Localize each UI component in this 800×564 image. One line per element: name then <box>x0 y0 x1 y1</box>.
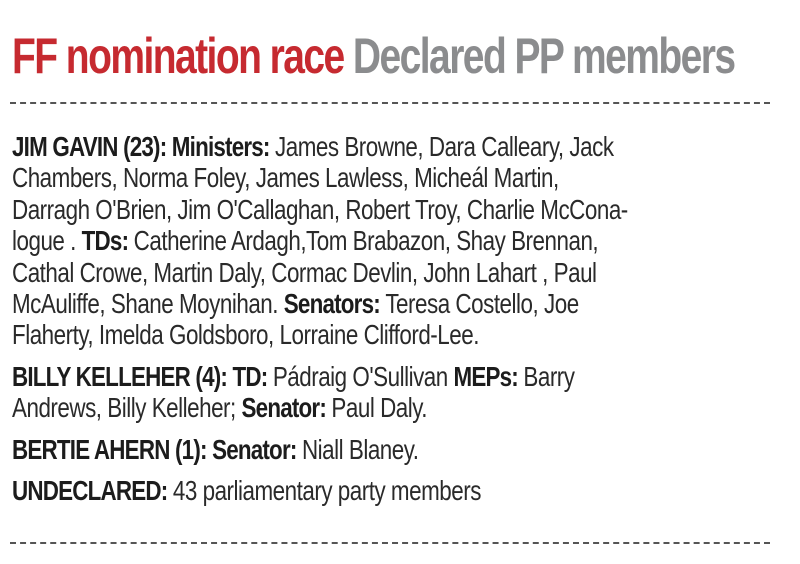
bold-label: Senator: <box>241 392 332 424</box>
text-line: BILLY KELLEHER (4): TD: Pádraig O'Sulliv… <box>12 361 732 392</box>
bold-label: BILLY KELLEHER (4): TD: <box>12 360 273 392</box>
names-text: Barry <box>523 360 575 392</box>
text-line: BERTIE AHERN (1): Senator: Niall Blaney. <box>12 434 732 465</box>
names-text: McAuliffe, Shane Moynihan. <box>12 287 284 319</box>
names-text: Paul Daly. <box>331 392 428 424</box>
candidate-section: JIM GAVIN (23): Ministers: James Browne,… <box>12 131 732 351</box>
divider-bottom <box>10 542 770 544</box>
headline-gray: Declared PP members <box>352 28 736 84</box>
text-line: Chambers, Norma Foley, James Lawless, Mi… <box>12 162 732 193</box>
text-line: Flaherty, Imelda Goldsboro, Lorraine Cli… <box>12 319 732 350</box>
names-text: Darragh O'Brien, Jim O'Callaghan, Robert… <box>12 193 628 225</box>
text-line: Darragh O'Brien, Jim O'Callaghan, Robert… <box>12 194 732 225</box>
names-text: Niall Blaney. <box>301 433 419 465</box>
names-text: Andrews, Billy Kelleher; <box>12 392 242 424</box>
headline: FF nomination race Declared PP members <box>12 28 736 84</box>
names-text: Flaherty, Imelda Goldsboro, Lorraine Cli… <box>12 319 479 351</box>
candidate-section: BERTIE AHERN (1): Senator: Niall Blaney. <box>12 434 732 465</box>
names-text: Pádraig O'Sullivan <box>272 360 454 392</box>
text-line: Andrews, Billy Kelleher; Senator: Paul D… <box>12 392 732 423</box>
bold-label: UNDECLARED: <box>12 474 173 506</box>
bold-label: MEPs: <box>453 360 524 392</box>
candidate-section: BILLY KELLEHER (4): TD: Pádraig O'Sulliv… <box>12 361 732 424</box>
text-line: logue . TDs: Catherine Ardagh,Tom Brabaz… <box>12 225 732 256</box>
candidate-section: UNDECLARED: 43 parliamentary party membe… <box>12 475 732 506</box>
text-line: JIM GAVIN (23): Ministers: James Browne,… <box>12 131 732 162</box>
bold-label: JIM GAVIN (23): Ministers: <box>12 131 276 162</box>
names-text: Cathal Crowe, Martin Daly, Cormac Devlin… <box>12 256 597 288</box>
bold-label: BERTIE AHERN (1): Senator: <box>12 433 302 465</box>
divider-top <box>10 102 770 104</box>
names-text: 43 parliamentary party members <box>172 474 482 506</box>
text-line: Cathal Crowe, Martin Daly, Cormac Devlin… <box>12 257 732 288</box>
names-text: Chambers, Norma Foley, James Lawless, Mi… <box>12 162 559 194</box>
headline-red: FF nomination race <box>12 28 345 84</box>
names-text: Catherine Ardagh,Tom Brabazon, Shay Bren… <box>133 225 599 257</box>
names-text: logue . <box>12 225 82 257</box>
text-line: McAuliffe, Shane Moynihan. Senators: Ter… <box>12 288 732 319</box>
names-text: Teresa Costello, Joe <box>385 287 579 319</box>
names-text: James Browne, Dara Calleary, Jack <box>275 131 614 162</box>
bold-label: TDs: <box>81 225 134 257</box>
text-line: UNDECLARED: 43 parliamentary party membe… <box>12 475 732 506</box>
member-list: JIM GAVIN (23): Ministers: James Browne,… <box>12 131 732 506</box>
bold-label: Senators: <box>283 287 386 319</box>
